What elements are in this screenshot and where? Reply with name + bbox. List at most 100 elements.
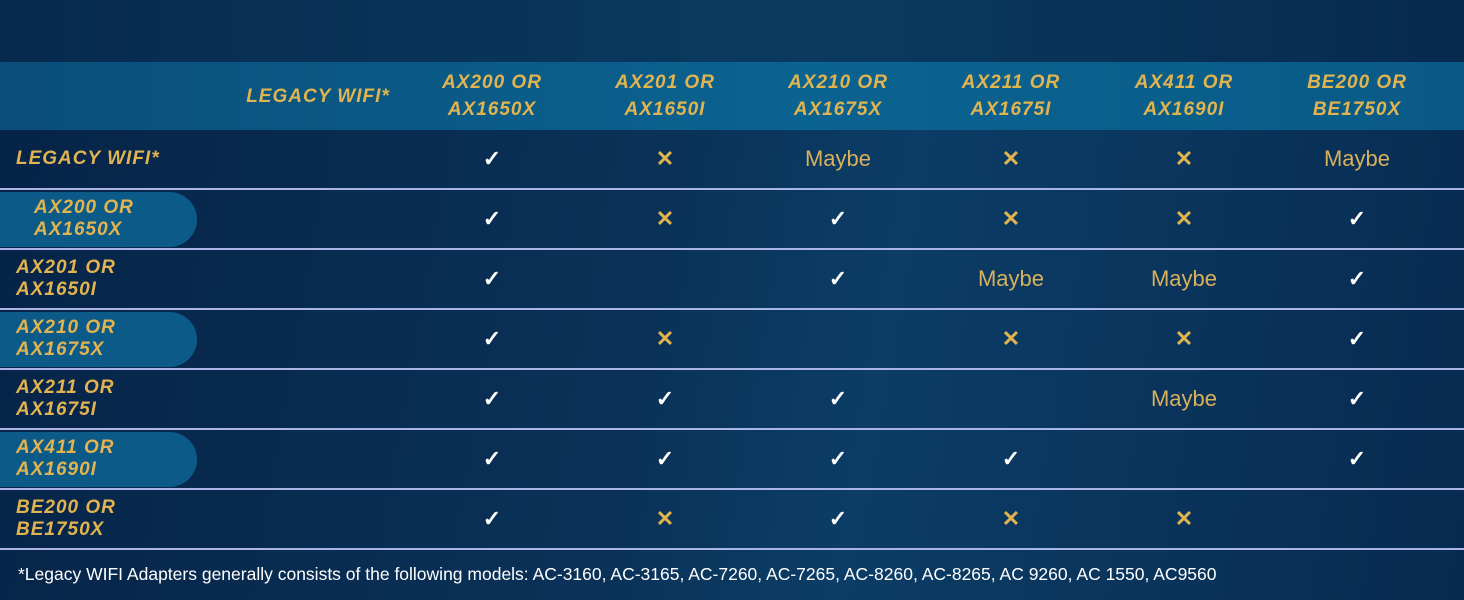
check-icon: ✓ xyxy=(828,386,848,411)
check-icon: ✓ xyxy=(482,326,502,351)
check-icon: ✓ xyxy=(828,206,848,231)
column-header: BE200 OR BE1750X xyxy=(1307,72,1407,120)
table-cell xyxy=(232,190,405,248)
maybe-label: Maybe xyxy=(977,266,1045,291)
table-cell: ✓ xyxy=(1271,310,1444,368)
maybe-label: Maybe xyxy=(1323,146,1391,171)
table-cell: ✓ xyxy=(406,190,579,248)
table-cell xyxy=(232,370,405,428)
column-header: LEGACY WIFI* xyxy=(246,85,390,107)
maybe-label: Maybe xyxy=(1150,266,1218,291)
cross-icon: ✕ xyxy=(1174,326,1194,351)
table-cell: ✓ xyxy=(752,370,925,428)
table-cell: Maybe xyxy=(752,130,925,188)
check-icon: ✓ xyxy=(482,386,502,411)
table-cell: ✓ xyxy=(752,430,925,488)
table-cell: ✓ xyxy=(1271,430,1444,488)
table-cell: ✕ xyxy=(579,490,752,548)
table-cell: ✕ xyxy=(579,130,752,188)
footnote: *Legacy WIFI Adapters generally consists… xyxy=(18,564,1217,584)
table-cell xyxy=(579,250,752,308)
check-icon: ✓ xyxy=(482,206,502,231)
check-icon: ✓ xyxy=(655,446,675,471)
table-cell: ✕ xyxy=(925,310,1098,368)
row-label: AX211 OR AX1675I xyxy=(16,377,115,420)
maybe-label: Maybe xyxy=(1150,386,1218,411)
check-icon: ✓ xyxy=(828,446,848,471)
column-header: AX411 OR AX1690I xyxy=(1134,72,1234,120)
check-icon: ✓ xyxy=(1347,386,1367,411)
check-icon: ✓ xyxy=(1001,446,1021,471)
column-header: AX200 OR AX1650X xyxy=(442,72,542,120)
table-cell xyxy=(1098,430,1271,488)
cross-icon: ✕ xyxy=(1174,506,1194,531)
table-cell: ✓ xyxy=(579,370,752,428)
table-cell: ✓ xyxy=(925,430,1098,488)
table-cell: Maybe xyxy=(925,250,1098,308)
table-cell: ✕ xyxy=(925,190,1098,248)
table-cell: ✓ xyxy=(1271,190,1444,248)
table-cell xyxy=(752,310,925,368)
top-band xyxy=(0,0,1464,62)
maybe-label: Maybe xyxy=(804,146,872,171)
table-row: AX211 OR AX1675I ✓ ✓ ✓ Maybe ✓ xyxy=(0,370,1464,430)
table-cell: ✕ xyxy=(1098,190,1271,248)
table-cell: ✓ xyxy=(406,310,579,368)
table-cell: Maybe xyxy=(1098,250,1271,308)
table-cell xyxy=(232,130,405,188)
table-cell: ✓ xyxy=(406,250,579,308)
table-cell: ✕ xyxy=(579,310,752,368)
table-cell: ✓ xyxy=(579,430,752,488)
row-label-highlight xyxy=(0,192,197,247)
check-icon: ✓ xyxy=(482,266,502,291)
table-cell: ✓ xyxy=(1271,370,1444,428)
check-icon: ✓ xyxy=(1347,206,1367,231)
table-cell xyxy=(1271,490,1444,548)
check-icon: ✓ xyxy=(482,506,502,531)
table-cell: ✕ xyxy=(925,130,1098,188)
row-label: LEGACY WIFI* xyxy=(16,148,160,169)
table-row: AX210 OR AX1675X ✓ ✕ ✕ ✕ ✓ xyxy=(0,310,1464,370)
cross-icon: ✕ xyxy=(655,146,675,171)
table-cell xyxy=(925,370,1098,428)
check-icon: ✓ xyxy=(828,266,848,291)
table-cell: Maybe xyxy=(1271,130,1444,188)
check-icon: ✓ xyxy=(1347,326,1367,351)
table-cell: ✕ xyxy=(1098,490,1271,548)
table-cell: ✓ xyxy=(406,430,579,488)
table-cell xyxy=(232,250,405,308)
check-icon: ✓ xyxy=(482,446,502,471)
table-cell xyxy=(232,310,405,368)
table-cell: ✓ xyxy=(752,490,925,548)
cross-icon: ✕ xyxy=(655,506,675,531)
column-header: AX201 OR AX1650I xyxy=(615,72,715,120)
table-cell xyxy=(232,490,405,548)
cross-icon: ✕ xyxy=(1001,206,1021,231)
check-icon: ✓ xyxy=(828,506,848,531)
row-label: AX201 OR AX1650I xyxy=(16,257,116,300)
column-header: AX211 OR AX1675I xyxy=(961,72,1061,120)
row-label: AX210 OR AX1675X xyxy=(16,317,116,360)
row-label-highlight xyxy=(0,312,197,367)
row-label-highlight xyxy=(0,432,197,487)
check-icon: ✓ xyxy=(1347,446,1367,471)
table-cell: ✓ xyxy=(752,190,925,248)
cross-icon: ✕ xyxy=(1001,506,1021,531)
row-label: AX200 OR AX1650X xyxy=(34,197,134,240)
table-row: LEGACY WIFI* ✓ ✕ Maybe ✕ ✕ Maybe xyxy=(0,130,1464,190)
table-cell: ✓ xyxy=(1271,250,1444,308)
table-cell: ✕ xyxy=(1098,310,1271,368)
check-icon: ✓ xyxy=(655,386,675,411)
cross-icon: ✕ xyxy=(1001,146,1021,171)
table-cell: ✕ xyxy=(925,490,1098,548)
table-cell: ✓ xyxy=(406,490,579,548)
cross-icon: ✕ xyxy=(1001,326,1021,351)
table-cell: ✕ xyxy=(1098,130,1271,188)
table-cell: ✓ xyxy=(752,250,925,308)
cross-icon: ✕ xyxy=(655,206,675,231)
table-cell: ✕ xyxy=(579,190,752,248)
table-header: LEGACY WIFI* AX200 OR AX1650X AX201 OR AX1… xyxy=(0,62,1464,130)
table-row: AX411 OR AX1690I ✓ ✓ ✓ ✓ ✓ xyxy=(0,430,1464,490)
check-icon: ✓ xyxy=(482,146,502,171)
row-label: AX411 OR AX1690I xyxy=(16,437,115,480)
